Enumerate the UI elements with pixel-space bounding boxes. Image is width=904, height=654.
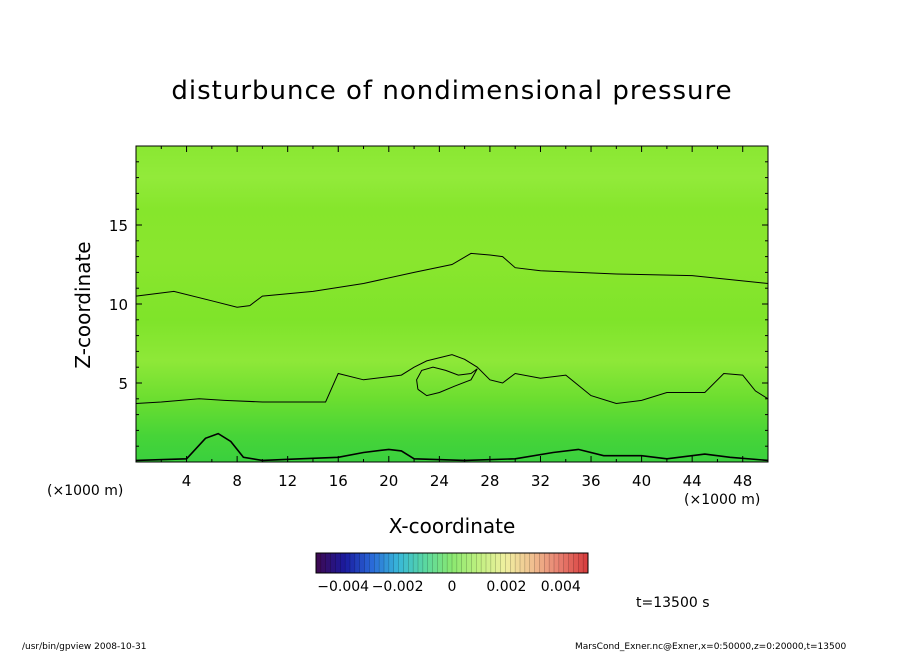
colorbar-band: [422, 553, 429, 573]
colorbar-band: [335, 553, 341, 573]
contour-line-lower: [135, 354, 769, 405]
colorbar-band: [418, 553, 424, 573]
x-tick-label: 16: [329, 472, 348, 490]
colorbar-band: [403, 553, 409, 573]
colorbar-band: [466, 553, 472, 573]
colorbar-band: [549, 553, 555, 573]
colorbar-band: [486, 553, 492, 573]
colorbar-band: [573, 553, 579, 573]
colorbar-tick-label: 0: [448, 579, 457, 595]
contour-line-bottom: [135, 432, 769, 462]
contour-line-loop: [416, 366, 478, 397]
x-axis-label: X-coordinate: [388, 514, 516, 538]
footer-data-source: MarsCond_Exner.nc@Exner,x=0:50000,z=0:20…: [575, 642, 847, 652]
x-tick-label: 28: [480, 472, 499, 490]
heatmap-field: [136, 146, 768, 462]
colorbar-band: [495, 553, 501, 573]
colorbar-band: [510, 553, 516, 573]
colorbar-band: [388, 553, 395, 573]
x-tick-label: 32: [531, 472, 550, 490]
y-tick-label: 10: [109, 296, 128, 314]
colorbar-band: [539, 553, 545, 573]
time-annotation: t=13500 s: [636, 595, 710, 611]
colorbar-band: [524, 553, 531, 573]
colorbar-band: [413, 553, 419, 573]
x-tick-label: 24: [430, 472, 449, 490]
y-tick-label: 15: [109, 217, 128, 235]
colorbar-band: [330, 553, 336, 573]
x-tick-label: 4: [182, 472, 192, 490]
colorbar-band: [325, 553, 331, 573]
colorbar-band: [544, 553, 550, 573]
contour-line-upper: [135, 252, 769, 308]
colorbar-band: [481, 553, 487, 573]
colorbar-band: [520, 553, 526, 573]
colorbar-band: [583, 553, 589, 573]
y-tick-label: 5: [118, 375, 128, 393]
colorbar-band: [364, 553, 370, 573]
colorbar-band: [340, 553, 346, 573]
colorbar-band: [461, 553, 467, 573]
colorbar-band: [515, 553, 521, 573]
x-tick-label: 36: [581, 472, 600, 490]
colorbar-frame: [315, 552, 589, 574]
colorbar-band: [427, 553, 433, 573]
colorbar-band: [447, 553, 453, 573]
x-tick-label: 8: [232, 472, 242, 490]
colorbar-band: [384, 553, 390, 573]
x-tick-label: 12: [278, 472, 297, 490]
colorbar-band: [374, 553, 380, 573]
x-tick-label: 20: [379, 472, 398, 490]
colorbar-band: [554, 553, 560, 573]
x-tick-label: 40: [632, 472, 651, 490]
colorbar-band: [354, 553, 361, 573]
colorbar-band: [500, 553, 506, 573]
colorbar-band: [345, 553, 351, 573]
colorbar-band: [359, 553, 365, 573]
colorbar-band: [393, 553, 399, 573]
colorbar-band: [452, 553, 458, 573]
footer-program-date: /usr/bin/gpview 2008-10-31: [22, 642, 147, 652]
colorbar-band: [316, 553, 322, 573]
colorbar-band: [563, 553, 569, 573]
colorbar-band: [529, 553, 535, 573]
x-tick-label: 44: [683, 472, 702, 490]
x-tick-label: 48: [733, 472, 752, 490]
colorbar-band: [408, 553, 414, 573]
x-unit-label-right: (×1000 m): [684, 492, 761, 508]
colorbar-band: [398, 553, 404, 573]
colorbar-band: [456, 553, 463, 573]
colorbar-band: [578, 553, 584, 573]
colorbar-band: [369, 553, 375, 573]
colorbar-band: [350, 553, 356, 573]
colorbar-band: [476, 553, 482, 573]
colorbar-tick-label: 0.002: [486, 579, 526, 595]
colorbar-band: [471, 553, 477, 573]
colorbar-band: [490, 553, 497, 573]
colorbar-tick-label: −0.004: [317, 579, 369, 595]
colorbar-tick-label: 0.004: [541, 579, 581, 595]
colorbar-band: [379, 553, 385, 573]
colorbar-band: [437, 553, 443, 573]
colorbar-band: [442, 553, 448, 573]
colorbar-tick-label: −0.002: [372, 579, 424, 595]
colorbar-band: [432, 553, 438, 573]
x-unit-label-left: (×1000 m): [47, 483, 124, 499]
colorbar-band: [320, 553, 327, 573]
colorbar-band: [505, 553, 511, 573]
colorbar-band: [534, 553, 540, 573]
colorbar-band: [568, 553, 574, 573]
colorbar-band: [558, 553, 565, 573]
chart-title: disturbunce of nondimensional pressure: [171, 76, 733, 106]
